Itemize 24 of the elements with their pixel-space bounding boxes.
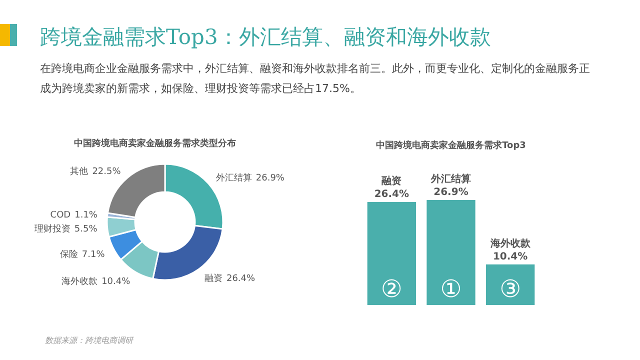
annotation: ①: [440, 275, 462, 303]
data-label: 26.9%: [256, 173, 285, 184]
slice-label: 理财投资: [34, 223, 70, 234]
data-label: 7.1%: [82, 250, 106, 260]
data-label: 22.5%: [92, 166, 122, 177]
text: 在跨境电商企业金融服务需求中，外汇结算、融资和海外收款排名前三。此外，而更专业化、定制化的金融服务正成为跨境卖家的新需求，如保险、理财投资等需求已经占17.5%。: [40, 62, 590, 95]
annotation: ②: [380, 275, 402, 303]
text: 跨境金融需求Top3：外汇结算、融资和海外收款: [40, 25, 491, 49]
data-label: 10.4%: [102, 276, 131, 287]
slice-label: 海外收款: [62, 276, 98, 287]
data-label: 26.4%: [226, 274, 256, 284]
data-label: 26.4%: [374, 188, 410, 200]
slice-label: 其他: [70, 166, 88, 177]
slice-label: COD: [50, 210, 71, 220]
annotation: ③: [500, 275, 522, 303]
data-label: 26.9%: [434, 187, 468, 198]
data-label: 1.1%: [74, 210, 98, 220]
slice-label: 保险: [60, 249, 78, 260]
source-note: 数据来源：跨境电商调研: [45, 336, 134, 345]
chart-title: 中国跨境电商卖家金融服务需求类型分布: [74, 138, 236, 149]
data-label: 10.4%: [492, 251, 528, 262]
slice-label: 融资: [204, 272, 222, 284]
chart-title: 中国跨境电商卖家金融服务需求Top3: [376, 140, 526, 151]
data-label: 5.5%: [74, 224, 98, 234]
